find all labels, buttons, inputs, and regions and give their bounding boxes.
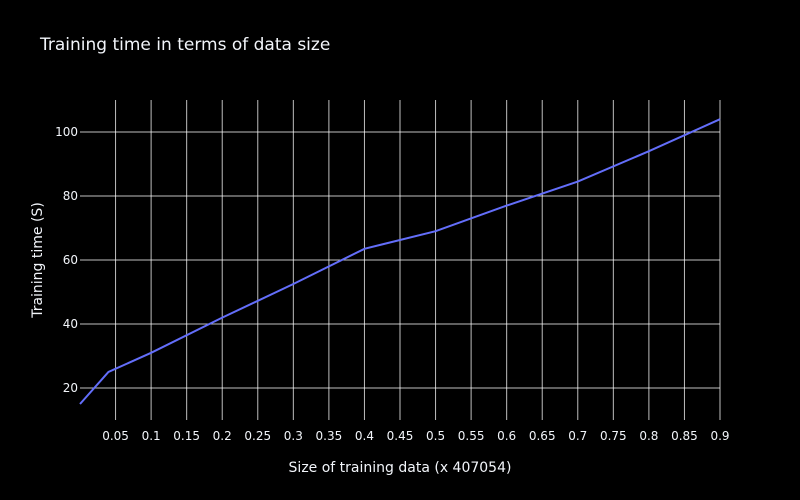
x-axis-title: Size of training data (x 407054): [289, 460, 512, 476]
x-tick-label: 0.55: [458, 429, 485, 443]
gridlines: [80, 100, 721, 420]
x-tick-label: 0.6: [497, 429, 516, 443]
x-tick-label: 0.4: [355, 429, 374, 443]
x-tick-label: 0.75: [600, 429, 627, 443]
x-tick-label: 0.45: [387, 429, 414, 443]
x-tick-labels: 0.05 0.1 0.15 0.2 0.25 0.3 0.35 0.4 0.45 0.5 0.55 0…: [102, 429, 729, 443]
series-line: [79, 118, 721, 405]
y-tick-labels: 20 40 60 80 100: [55, 125, 78, 395]
x-tick-label: 0.85: [671, 429, 698, 443]
y-tick-label: 80: [63, 189, 78, 203]
x-tick-label: 0.05: [102, 429, 129, 443]
x-tick-label: 0.15: [173, 429, 200, 443]
series-lines: [79, 118, 721, 405]
x-tick-label: 0.1: [142, 429, 161, 443]
y-axis-title: Training time (S): [30, 202, 46, 319]
chart-title: Training time in terms of data size: [39, 35, 330, 55]
y-tick-label: 100: [55, 125, 78, 139]
y-tick-label: 60: [63, 253, 78, 267]
x-tick-label: 0.7: [568, 429, 587, 443]
y-tick-label: 40: [63, 317, 78, 331]
x-tick-label: 0.5: [426, 429, 445, 443]
x-tick-label: 0.9: [710, 429, 729, 443]
y-tick-label: 20: [63, 381, 78, 395]
x-tick-label: 0.2: [213, 429, 232, 443]
x-tick-label: 0.65: [529, 429, 556, 443]
x-tick-label: 0.8: [639, 429, 658, 443]
x-tick-label: 0.25: [244, 429, 271, 443]
x-tick-label: 0.3: [284, 429, 303, 443]
x-tick-label: 0.35: [316, 429, 343, 443]
